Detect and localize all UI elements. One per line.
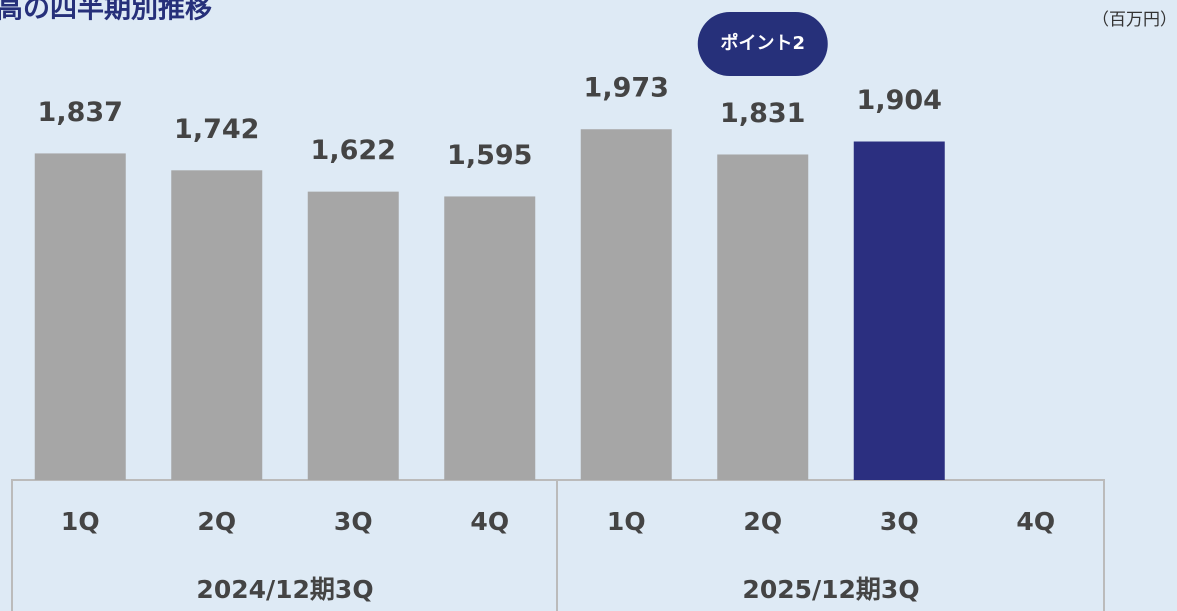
value-label: 1,622 <box>311 135 396 166</box>
value-label: 1,742 <box>174 114 259 145</box>
value-label: 1,831 <box>720 98 805 129</box>
x-tick-label: 2Q <box>197 507 236 536</box>
annotation-text: ポイント2 <box>720 32 805 54</box>
x-tick-label: 4Q <box>1016 507 1055 536</box>
x-tick-label: 1Q <box>61 507 100 536</box>
bar <box>307 191 399 480</box>
bar <box>853 141 945 480</box>
value-label: 1,837 <box>38 97 123 128</box>
chart-title: 高の四半期別推移 <box>0 0 212 25</box>
bar <box>717 154 809 480</box>
group-label: 2024/12期3Q <box>196 575 373 604</box>
value-label: 1,904 <box>857 85 942 116</box>
x-tick-label: 1Q <box>607 507 646 536</box>
bar <box>444 196 536 480</box>
group-label: 2025/12期3Q <box>742 575 919 604</box>
x-tick-label: 3Q <box>880 507 919 536</box>
unit-label: （百万円） <box>1092 10 1177 30</box>
bar <box>171 170 263 481</box>
bar <box>34 153 126 480</box>
x-tick-label: 3Q <box>334 507 373 536</box>
bar <box>580 129 672 480</box>
annotation-pill <box>697 12 828 76</box>
x-tick-label: 4Q <box>470 507 509 536</box>
value-label: 1,973 <box>584 73 669 104</box>
value-label: 1,595 <box>447 140 532 171</box>
x-tick-label: 2Q <box>743 507 782 536</box>
